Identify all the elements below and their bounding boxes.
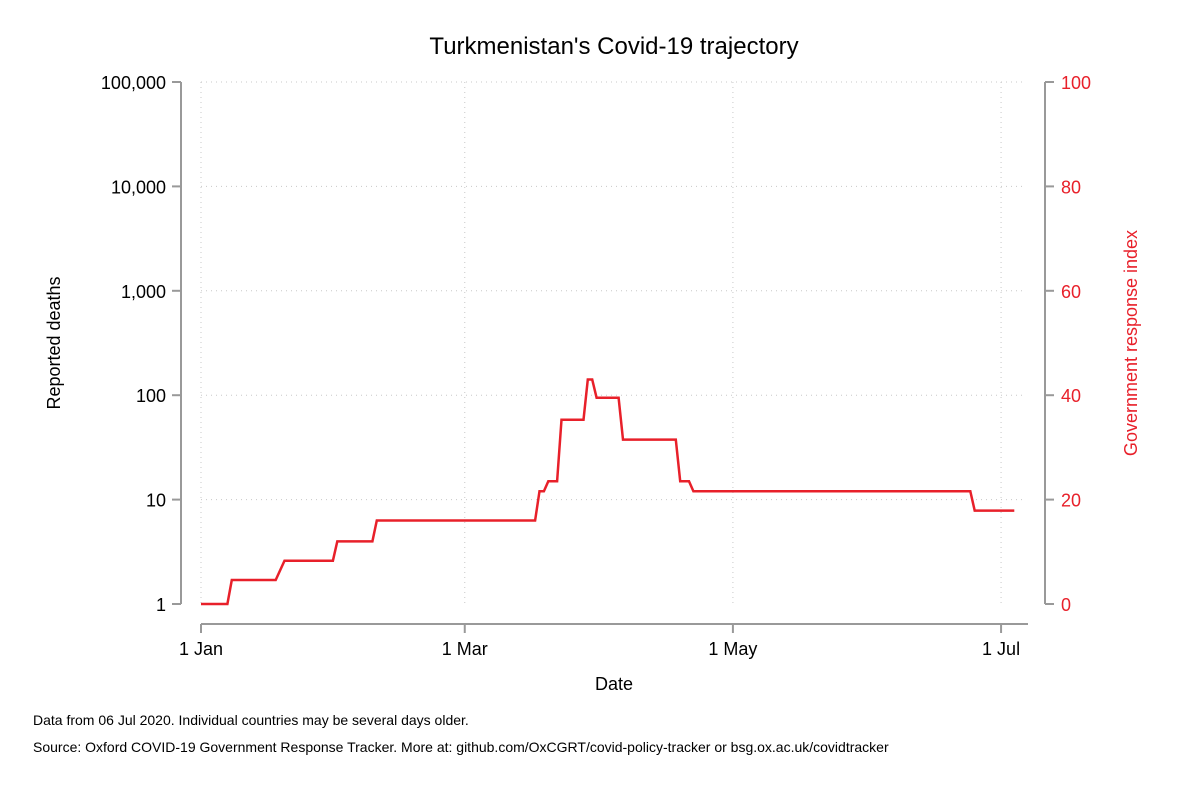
left-y-axis-label: Reported deaths [44, 276, 64, 409]
x-ticks: 1 Jan 1 Mar 1 May 1 Jul [179, 624, 1020, 659]
left-tick-label: 10 [146, 491, 166, 511]
right-y-axis-label: Government response index [1121, 230, 1141, 456]
chart-title: Turkmenistan's Covid-19 trajectory [429, 33, 798, 60]
right-tick-label: 100 [1061, 73, 1091, 93]
source-note: Source: Oxford COVID-19 Government Respo… [33, 739, 889, 755]
left-tick-label: 100 [136, 386, 166, 406]
right-tick-label: 60 [1061, 282, 1081, 302]
government-response-index-line [201, 378, 1015, 606]
right-tick-label: 80 [1061, 177, 1081, 197]
left-tick-label: 100,000 [101, 73, 166, 93]
left-y-ticks: 1 10 100 1,000 10,000 100,000 [101, 73, 181, 615]
left-tick-label: 1 [156, 595, 166, 615]
right-y-ticks: 0 20 40 60 80 100 [1045, 73, 1091, 615]
series-layer [201, 378, 1015, 606]
right-tick-label: 20 [1061, 491, 1081, 511]
x-axis-label: Date [595, 674, 633, 694]
x-tick-label: 1 May [708, 639, 757, 659]
gridlines [200, 81, 1025, 604]
x-tick-label: 1 Jan [179, 639, 223, 659]
right-tick-label: 0 [1061, 595, 1071, 615]
left-tick-label: 10,000 [111, 177, 166, 197]
left-tick-label: 1,000 [121, 282, 166, 302]
right-tick-label: 40 [1061, 386, 1081, 406]
x-tick-label: 1 Mar [442, 639, 488, 659]
data-date-note: Data from 06 Jul 2020. Individual countr… [33, 712, 469, 728]
x-tick-label: 1 Jul [982, 639, 1020, 659]
